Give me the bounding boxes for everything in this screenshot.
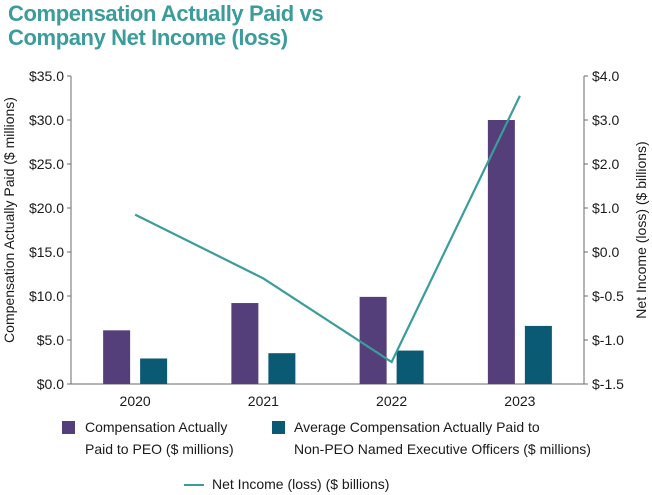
right-axis-tick-label: $4.0 [592,68,619,84]
x-axis-tick-label: 2021 [248,393,279,409]
left-axis-title: Compensation Actually Paid ($ millions) [1,97,17,343]
left-axis-tick-label: $15.0 [29,244,64,260]
legend-peo-swatch [62,421,75,434]
legend-neo-label: Average Compensation Actually Paid to No… [294,416,591,460]
legend-neo-label-line-2: Non-PEO Named Executive Officers ($ mill… [294,438,591,460]
legend-neo-label-line-1: Average Compensation Actually Paid to [294,416,591,438]
left-axis-tick-label: $10.0 [29,288,64,304]
left-axis-tick-label: $5.0 [37,332,64,348]
right-axis-tick-label: $2.0 [592,156,619,172]
bar-neo-2023 [525,326,552,384]
x-axis-tick-label: 2023 [504,393,535,409]
bar-peo-2023 [488,120,515,384]
left-axis-tick-label: $35.0 [29,68,64,84]
right-axis-tick-label: $1.0 [592,200,619,216]
bar-neo-2020 [140,358,167,384]
legend-neo-swatch [272,421,285,434]
bar-neo-2021 [268,353,295,384]
bar-neo-2022 [397,351,424,384]
legend-peo-label: Compensation Actually Paid to PEO ($ mil… [85,416,234,460]
right-axis-title: Net Income (loss) ($ billions) [633,141,649,318]
net-income-line [135,96,520,362]
bar-peo-2020 [103,330,130,384]
right-axis-tick-label: $-0.5 [592,288,624,304]
x-axis-tick-label: 2022 [376,393,407,409]
legend-net-income-label: Net Income (loss) ($ billions) [212,473,389,495]
legend-peo-label-line-2: Paid to PEO ($ millions) [85,438,234,460]
right-axis-tick-label: $-1.0 [592,332,624,348]
right-axis-tick-label: $3.0 [592,112,619,128]
left-axis-tick-label: $20.0 [29,200,64,216]
left-axis-tick-label: $25.0 [29,156,64,172]
right-axis-tick-label: $-1.5 [592,376,624,392]
left-axis-tick-label: $30.0 [29,112,64,128]
bar-peo-2022 [360,297,387,384]
left-axis-tick-label: $0.0 [37,376,64,392]
legend-net-income-line [184,484,204,486]
legend-peo-label-line-1: Compensation Actually [85,416,234,438]
bar-peo-2021 [231,303,258,384]
x-axis-tick-label: 2020 [120,393,151,409]
right-axis-tick-label: $0.0 [592,244,619,260]
